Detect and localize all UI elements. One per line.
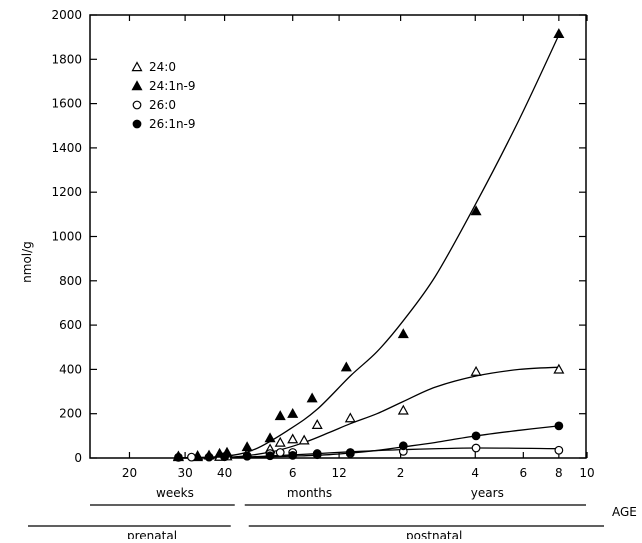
data-point-26-1n-9 <box>242 451 252 461</box>
y-tick-label: 800 <box>59 274 82 288</box>
legend-label-26-0: 26:0 <box>149 98 176 112</box>
data-point-24-0 <box>470 365 482 376</box>
data-point-26-1n-9 <box>345 448 355 457</box>
period-label: postnatal <box>406 529 462 539</box>
legend-label-26-1n-9: 26:1n-9 <box>149 117 196 131</box>
fit-curve-26-1n-9 <box>178 425 559 459</box>
data-point-24-0 <box>274 436 286 447</box>
data-point-26-1n-9 <box>471 431 481 441</box>
data-point-26-0 <box>275 448 285 457</box>
data-point-24-0 <box>298 434 310 445</box>
legend-marker-26-0 <box>132 100 142 110</box>
x-tick-label: 6 <box>520 466 528 480</box>
y-tick-label: 1000 <box>51 230 82 244</box>
x-unit-label: months <box>287 486 332 500</box>
legend-marker-24-0 <box>131 61 143 72</box>
fit-curve-24-1n-9 <box>178 34 560 459</box>
y-tick-label: 1400 <box>51 141 82 155</box>
data-point-24-0 <box>553 363 565 374</box>
x-tick-label: 2 <box>397 466 405 480</box>
legend-marker-24-1n-9 <box>131 80 143 91</box>
period-label: prenatal <box>127 529 177 539</box>
data-point-26-0 <box>554 445 564 455</box>
x-tick-label: 10 <box>579 466 594 480</box>
data-point-26-1n-9 <box>220 452 229 462</box>
data-point-26-1n-9 <box>398 441 408 451</box>
data-point-24-0 <box>311 419 323 429</box>
data-point-26-1n-9 <box>265 451 275 461</box>
data-point-24-0 <box>287 433 299 444</box>
y-tick-label: 600 <box>59 318 82 332</box>
data-point-24-1n-9 <box>274 410 286 421</box>
data-point-24-1n-9 <box>306 392 318 403</box>
data-point-26-1n-9 <box>312 450 322 460</box>
data-point-26-0 <box>187 452 196 462</box>
x-tick-label: 8 <box>555 466 563 480</box>
data-point-26-1n-9 <box>288 450 298 460</box>
fit-curve-24-0 <box>178 366 559 459</box>
y-tick-label: 400 <box>59 362 82 376</box>
data-point-24-1n-9 <box>264 432 276 443</box>
data-point-26-1n-9 <box>204 452 214 462</box>
y-tick-label: 1800 <box>51 52 82 66</box>
y-tick-label: 2000 <box>51 8 82 22</box>
y-tick-label: 1600 <box>51 97 82 111</box>
y-axis-label: nmol/g <box>20 241 34 283</box>
data-point-24-0 <box>344 412 356 423</box>
y-tick-label: 200 <box>59 407 82 421</box>
x-tick-label: 30 <box>177 466 192 480</box>
x-tick-label: 4 <box>471 466 479 480</box>
data-point-24-1n-9 <box>241 441 253 452</box>
x-tick-label: 20 <box>122 466 137 480</box>
x-tick-label: 12 <box>331 466 346 480</box>
data-point-24-1n-9 <box>553 28 565 39</box>
y-tick-label: 0 <box>74 451 82 465</box>
data-point-26-1n-9 <box>554 421 564 431</box>
data-point-24-1n-9 <box>470 205 482 216</box>
data-point-24-1n-9 <box>340 361 352 372</box>
data-point-24-1n-9 <box>287 407 299 418</box>
legend-marker-26-1n-9 <box>132 119 142 129</box>
y-tick-label: 1200 <box>51 185 82 199</box>
data-point-26-1n-9 <box>174 452 183 462</box>
x-unit-label: weeks <box>156 486 194 500</box>
x-tick-label: 40 <box>217 466 232 480</box>
x-unit-label: years <box>471 486 504 500</box>
legend-label-24-0: 24:0 <box>149 60 176 74</box>
data-point-24-1n-9 <box>397 328 409 339</box>
data-point-24-0 <box>397 404 409 415</box>
data-point-26-0 <box>471 443 481 453</box>
x-tick-label: 6 <box>289 466 297 480</box>
age-axis-label: AGE <box>612 505 637 519</box>
legend-label-24-1n-9: 24:1n-9 <box>149 79 196 93</box>
